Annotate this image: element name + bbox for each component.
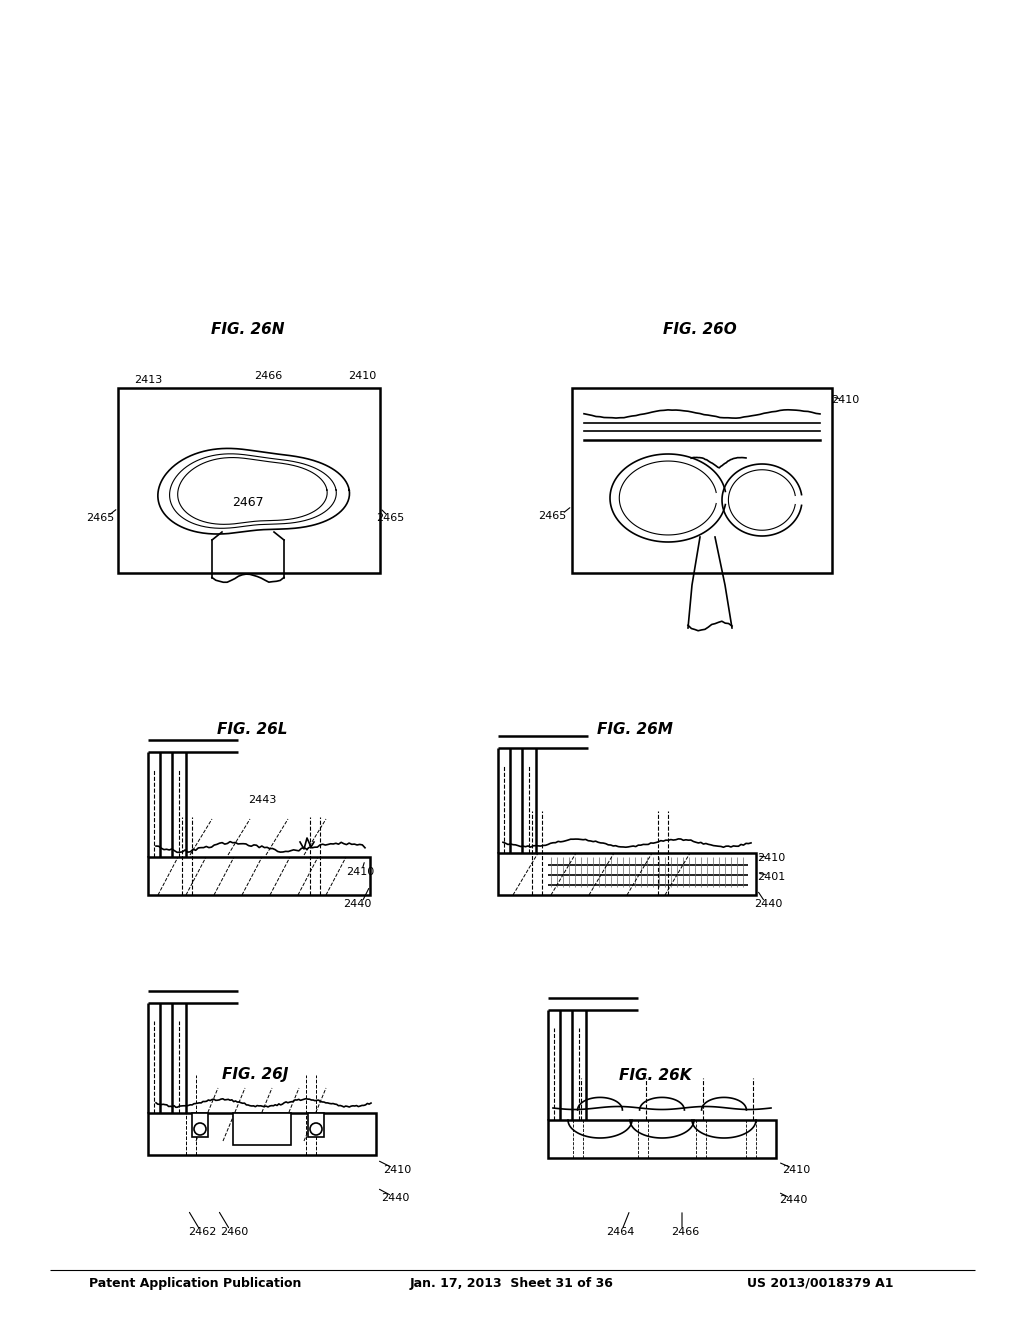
Circle shape	[310, 1123, 322, 1135]
Text: FIG. 26J: FIG. 26J	[222, 1068, 288, 1082]
Text: FIG. 26N: FIG. 26N	[211, 322, 285, 338]
Text: FIG. 26L: FIG. 26L	[217, 722, 288, 738]
Text: 2465: 2465	[376, 513, 404, 523]
Bar	[498, 853, 756, 895]
Text: 2462: 2462	[187, 1228, 216, 1237]
Text: US 2013/0018379 A1: US 2013/0018379 A1	[746, 1276, 893, 1290]
Text: 2413: 2413	[134, 375, 162, 385]
Text: 2465: 2465	[538, 511, 566, 521]
Text: 2440: 2440	[779, 1195, 807, 1205]
Text: Jan. 17, 2013  Sheet 31 of 36: Jan. 17, 2013 Sheet 31 of 36	[410, 1276, 614, 1290]
Text: 2410: 2410	[383, 1166, 411, 1175]
Circle shape	[194, 1123, 206, 1135]
Text: 2460: 2460	[220, 1228, 248, 1237]
Text: 2410: 2410	[348, 371, 376, 381]
Text: FIG. 26O: FIG. 26O	[664, 322, 737, 338]
Bar	[193, 1113, 208, 1137]
Text: 2440: 2440	[343, 899, 371, 909]
Bar	[148, 1113, 376, 1155]
Bar	[233, 1113, 291, 1144]
Text: 2464: 2464	[606, 1228, 634, 1237]
Text: 2410: 2410	[346, 867, 374, 876]
Text: FIG. 26K: FIG. 26K	[618, 1068, 691, 1082]
Text: 2466: 2466	[671, 1228, 699, 1237]
Text: 2401: 2401	[757, 873, 785, 882]
Text: 2443: 2443	[248, 795, 276, 805]
Text: 2410: 2410	[782, 1166, 810, 1175]
Bar	[308, 1113, 324, 1137]
Bar	[548, 1119, 776, 1158]
Text: 2440: 2440	[381, 1193, 410, 1203]
Text: 2410: 2410	[757, 853, 785, 863]
Text: 2440: 2440	[754, 899, 782, 909]
Text: 2410: 2410	[830, 395, 859, 405]
Bar	[118, 388, 380, 573]
Text: 2467: 2467	[232, 495, 264, 508]
Text: 2466: 2466	[254, 371, 283, 381]
Text: Patent Application Publication: Patent Application Publication	[89, 1276, 301, 1290]
Text: FIG. 26M: FIG. 26M	[597, 722, 673, 738]
Bar	[148, 857, 370, 895]
Bar	[572, 388, 831, 573]
Text: 2465: 2465	[86, 513, 114, 523]
